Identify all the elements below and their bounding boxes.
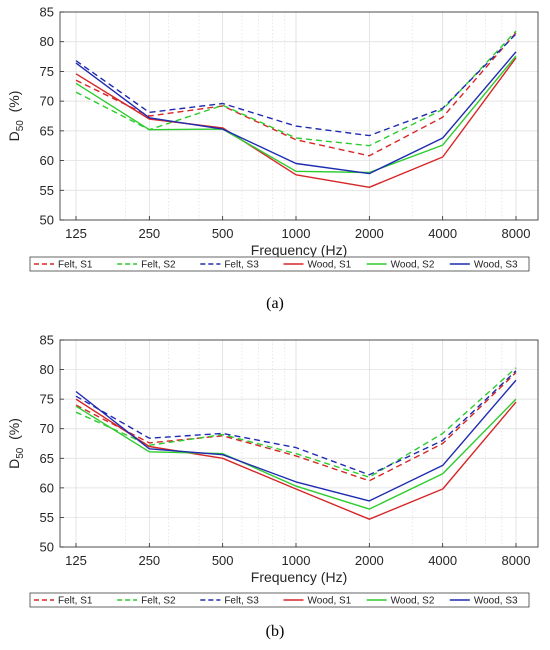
series-lines — [75, 367, 517, 520]
y-tick-label: 85 — [40, 333, 54, 348]
series-line — [75, 398, 517, 520]
x-tick-label: 2000 — [355, 226, 384, 241]
y-tick-label: 70 — [40, 94, 54, 109]
series-line — [75, 55, 517, 174]
x-tick-label: 250 — [138, 226, 160, 241]
series-line — [75, 33, 517, 137]
x-tick-labels: 125 250 500 1000 2000 4000 8000 — [65, 216, 530, 241]
y-axis-title-unit: (%) — [6, 418, 22, 448]
x-tick-label: 250 — [138, 553, 160, 568]
legend: Felt, S1 Felt, S2 Felt, S3 Wood, S1 Wood, S2… — [29, 256, 530, 272]
legend-label: Felt, S3 — [224, 596, 259, 607]
y-axis-title-main: D — [6, 459, 22, 469]
y-tick-label: 65 — [40, 123, 54, 138]
series-line — [75, 57, 517, 189]
chart-panel-a: 50 55 60 65 70 75 80 85 125 250 500 1000 2000 4000 800… — [6, 5, 539, 312]
y-tick-label: 50 — [40, 213, 54, 228]
chart-panel-b: 50 55 60 65 70 75 80 85 125 250 500 1000 2000 4000 800… — [6, 333, 539, 640]
series-line — [75, 371, 517, 482]
legend-box — [29, 256, 530, 272]
plot-area — [60, 340, 538, 547]
legend-label: Felt, S2 — [141, 596, 176, 607]
legend-label: Wood, S3 — [474, 596, 518, 607]
y-axis-title-unit: (%) — [6, 91, 22, 121]
y-axis-title-subscript: 50 — [15, 447, 26, 459]
x-axis-title: Frequency (Hz) — [251, 569, 347, 585]
y-tick-label: 50 — [40, 540, 54, 555]
x-tick-label: 8000 — [502, 226, 531, 241]
x-tick-label: 500 — [212, 553, 234, 568]
plot-area — [60, 12, 538, 220]
panel-caption: (b) — [266, 623, 285, 640]
series-line — [75, 370, 517, 476]
x-tick-label: 125 — [65, 226, 87, 241]
x-tick-label: 4000 — [428, 226, 457, 241]
y-tick-labels: 50 55 60 65 70 75 80 85 — [40, 333, 64, 555]
y-tick-label: 65 — [40, 451, 54, 466]
x-tick-label: 1000 — [282, 553, 311, 568]
y-axis-title: D50 (%) — [6, 418, 26, 469]
series-line — [75, 32, 517, 157]
y-tick-label: 80 — [40, 34, 54, 49]
legend-label: Wood, S3 — [474, 260, 518, 271]
legend-label: Felt, S1 — [58, 260, 93, 271]
x-tick-label: 4000 — [428, 553, 457, 568]
y-tick-label: 55 — [40, 183, 54, 198]
series-line — [75, 51, 517, 175]
series-line — [75, 379, 517, 502]
y-tick-label: 60 — [40, 153, 54, 168]
panel-caption: (a) — [266, 295, 284, 312]
axes-frame — [59, 339, 539, 548]
legend-label: Wood, S2 — [391, 596, 435, 607]
series-lines — [75, 30, 517, 189]
legend-box — [29, 592, 530, 608]
legend: Felt, S1 Felt, S2 Felt, S3 Wood, S1 Wood, S2… — [29, 592, 530, 608]
legend-label: Felt, S3 — [224, 260, 259, 271]
y-axis-title-subscript: 50 — [15, 120, 26, 132]
x-tick-label: 125 — [65, 553, 87, 568]
legend-label: Wood, S2 — [391, 260, 435, 271]
y-tick-label: 80 — [40, 362, 54, 377]
x-tick-label: 1000 — [282, 226, 311, 241]
x-axis-title: Frequency (Hz) — [251, 242, 347, 258]
series-line — [75, 367, 517, 478]
y-tick-label: 55 — [40, 510, 54, 525]
x-tick-label: 500 — [212, 226, 234, 241]
legend-label: Felt, S1 — [58, 596, 93, 607]
y-tick-label: 75 — [40, 392, 54, 407]
y-axis-title: D50 (%) — [6, 91, 26, 142]
x-tick-label: 8000 — [502, 553, 531, 568]
legend-label: Wood, S1 — [308, 596, 352, 607]
series-line — [75, 398, 517, 510]
legend-label: Wood, S1 — [308, 260, 352, 271]
y-tick-label: 85 — [40, 5, 54, 20]
y-tick-labels: 50 55 60 65 70 75 80 85 — [40, 5, 64, 228]
x-tick-label: 2000 — [355, 553, 384, 568]
y-tick-label: 70 — [40, 421, 54, 436]
y-tick-label: 75 — [40, 64, 54, 79]
axes-frame — [59, 11, 539, 221]
y-tick-label: 60 — [40, 480, 54, 495]
y-axis-title-main: D — [6, 131, 22, 141]
x-tick-labels: 125 250 500 1000 2000 4000 8000 — [65, 543, 530, 568]
legend-label: Felt, S2 — [141, 260, 176, 271]
